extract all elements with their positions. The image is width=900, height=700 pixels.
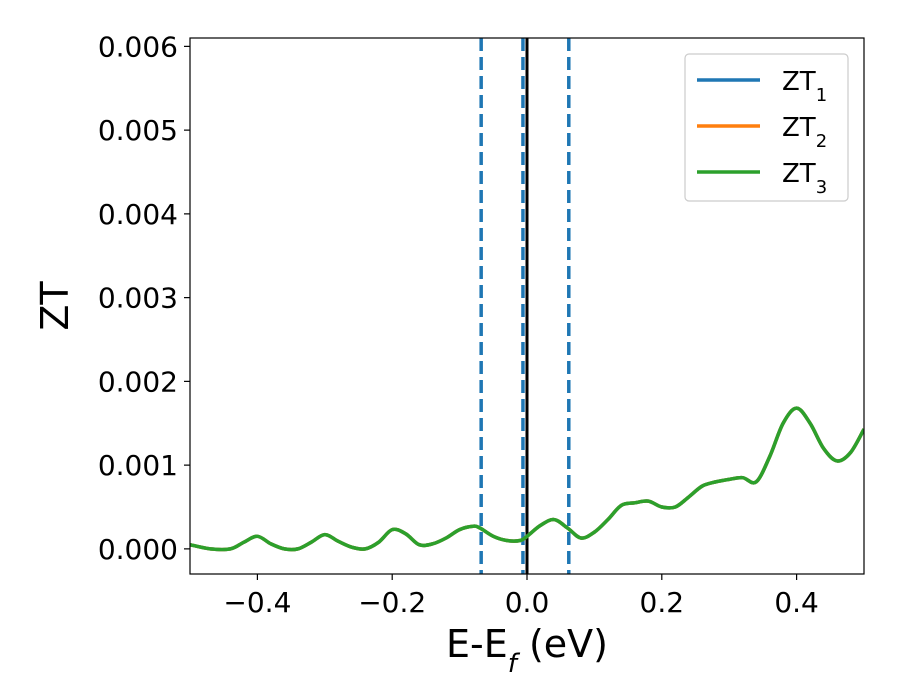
x-axis: −0.4 −0.2 0.0 0.2 0.4 xyxy=(223,574,819,619)
x-tick-label: −0.2 xyxy=(358,586,426,619)
y-tick-label: 0.004 xyxy=(98,198,178,231)
y-tick-label: 0.002 xyxy=(98,365,178,398)
y-tick-label: 0.000 xyxy=(98,533,178,566)
series-layer xyxy=(190,406,864,552)
reference-lines xyxy=(479,38,571,574)
y-tick-label: 0.001 xyxy=(98,449,178,482)
x-axis-label: E-Ef (eV) xyxy=(446,622,608,679)
y-tick-label: 0.006 xyxy=(98,30,178,63)
legend: ZT1 ZT2 ZT3 xyxy=(684,53,849,202)
legend-box xyxy=(684,53,849,202)
legend-label-zt1: ZT1 xyxy=(782,67,827,106)
legend-label-zt2: ZT2 xyxy=(782,113,827,152)
y-axis: 0.000 0.001 0.002 0.003 0.004 0.005 0.006 xyxy=(98,30,190,566)
series-line-zt3 xyxy=(190,406,864,552)
x-tick-label: −0.4 xyxy=(223,586,291,619)
x-tick-label: 0.4 xyxy=(774,586,819,619)
y-tick-label: 0.005 xyxy=(98,114,178,147)
x-tick-label: 0.0 xyxy=(505,586,550,619)
y-axis-label: ZT xyxy=(33,281,77,331)
legend-label-zt3: ZT3 xyxy=(782,159,827,198)
y-tick-label: 0.003 xyxy=(98,282,178,315)
x-tick-label: 0.2 xyxy=(640,586,685,619)
